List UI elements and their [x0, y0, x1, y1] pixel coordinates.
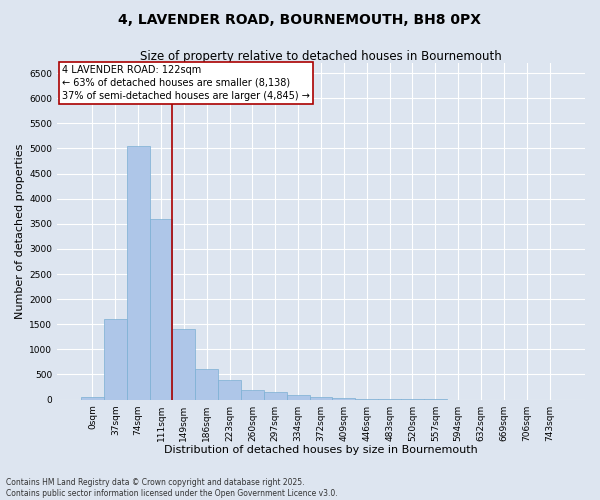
Bar [355, 399, 378, 400]
Bar [172, 330, 196, 400]
X-axis label: Distribution of detached houses by size in Bournemouth: Distribution of detached houses by size … [164, 445, 478, 455]
Bar [218, 380, 241, 400]
Bar [196, 370, 218, 400]
Bar [332, 398, 355, 400]
Title: Size of property relative to detached houses in Bournemouth: Size of property relative to detached ho… [140, 50, 502, 63]
Bar [104, 319, 127, 400]
Y-axis label: Number of detached properties: Number of detached properties [15, 144, 25, 319]
Bar [81, 397, 104, 400]
Bar [127, 146, 149, 400]
Bar [241, 390, 264, 400]
Text: 4 LAVENDER ROAD: 122sqm
← 63% of detached houses are smaller (8,138)
37% of semi: 4 LAVENDER ROAD: 122sqm ← 63% of detache… [62, 64, 310, 101]
Bar [310, 396, 332, 400]
Bar [264, 392, 287, 400]
Text: 4, LAVENDER ROAD, BOURNEMOUTH, BH8 0PX: 4, LAVENDER ROAD, BOURNEMOUTH, BH8 0PX [119, 12, 482, 26]
Bar [287, 394, 310, 400]
Text: Contains HM Land Registry data © Crown copyright and database right 2025.
Contai: Contains HM Land Registry data © Crown c… [6, 478, 338, 498]
Bar [149, 218, 172, 400]
